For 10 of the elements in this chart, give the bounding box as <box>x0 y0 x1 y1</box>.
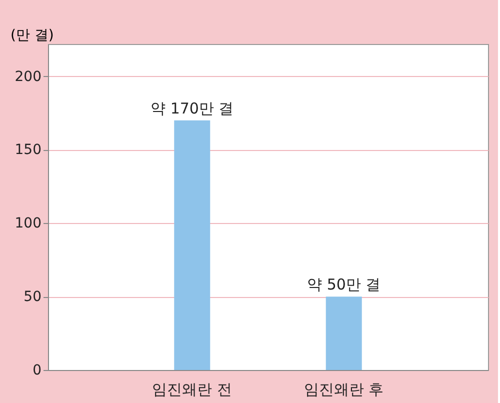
y-tick-label: 150 <box>14 142 42 158</box>
data-label: 약 170만 결 <box>150 99 234 118</box>
data-label: 약 50만 결 <box>307 276 381 294</box>
y-axis-title: (만 결) <box>10 28 54 44</box>
y-tick-label: 50 <box>24 289 42 306</box>
x-tick-label: 임진왜란 전 <box>152 380 232 398</box>
y-tick-label: 0 <box>32 362 42 378</box>
y-tick-label: 200 <box>14 68 42 85</box>
y-tick-label: 100 <box>14 216 42 232</box>
x-tick-label: 임진왜란 후 <box>304 380 384 398</box>
